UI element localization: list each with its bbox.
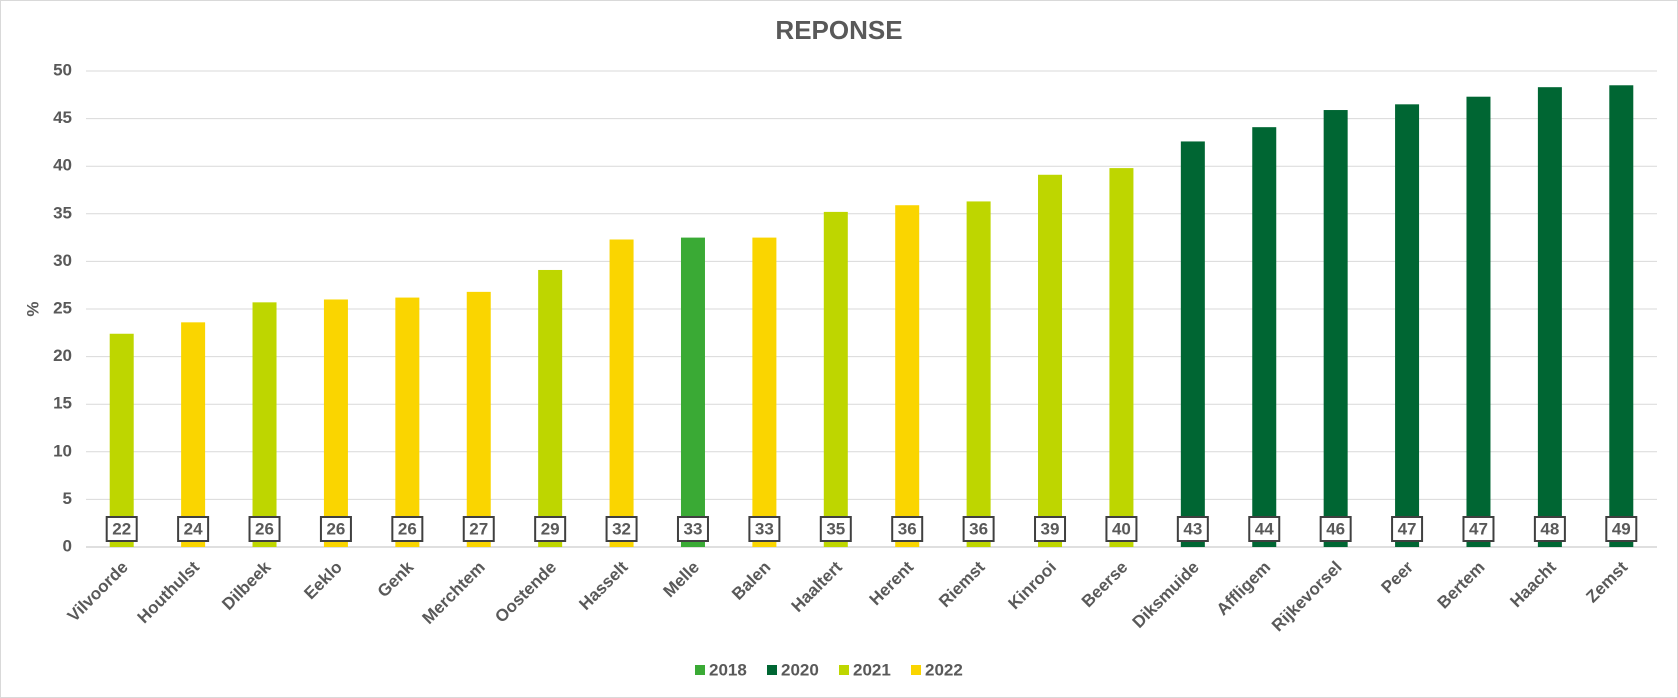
legend-swatch [911,665,921,675]
bar [323,299,348,547]
data-label-box [1391,516,1424,542]
data-label-box [462,516,495,542]
bar [538,269,563,547]
legend-label: 2020 [781,660,819,679]
bar [1323,110,1348,548]
data-label-box [605,516,638,542]
data-label: 48 [1540,519,1559,538]
bar [823,211,848,547]
data-label-box [105,516,138,542]
bar [966,201,991,547]
bar [1252,127,1277,547]
bar [680,237,705,547]
legend-swatch [839,665,849,675]
legend-swatch [695,665,705,675]
data-label: 36 [969,519,988,538]
data-label: 24 [184,519,203,538]
bar [1109,168,1134,547]
y-tick-label: 0 [63,536,72,555]
bar [1395,104,1420,547]
data-label: 32 [612,519,631,538]
data-label-box [819,516,852,542]
data-label: 26 [255,519,274,538]
data-label: 40 [1112,519,1131,538]
data-label: 47 [1398,519,1417,538]
bar [1180,141,1205,547]
bar [181,322,206,547]
data-label-box [962,516,995,542]
legend-label: 2021 [853,660,891,679]
data-label-box [248,516,281,542]
data-label-box [1105,516,1138,542]
bar [252,302,277,547]
chart-title: REPONSE [775,15,902,45]
y-tick-label: 25 [53,298,72,317]
data-label-box [1034,516,1067,542]
data-label-box [676,516,709,542]
data-label: 29 [541,519,560,538]
data-label-box [1462,516,1495,542]
y-tick-label: 20 [53,346,72,365]
data-label: 49 [1612,519,1631,538]
data-label-box [1533,516,1566,542]
data-label-box [534,516,567,542]
data-label: 22 [112,519,131,538]
data-label: 33 [684,519,703,538]
legend-label: 2022 [925,660,963,679]
y-tick-label: 45 [53,108,72,127]
y-tick-label: 15 [53,394,72,413]
bar [1038,174,1063,547]
bar [609,239,634,547]
bar [895,205,920,547]
y-tick-label: 50 [53,60,72,79]
data-label-box [1605,516,1638,542]
y-tick-label: 5 [63,489,72,508]
data-label: 26 [398,519,417,538]
data-label: 35 [826,519,845,538]
data-label-box [748,516,781,542]
data-label: 44 [1255,519,1274,538]
data-label: 47 [1469,519,1488,538]
data-label-box [1319,516,1352,542]
legend-swatch [767,665,777,675]
y-axis-label: % [23,301,42,316]
data-label: 39 [1041,519,1060,538]
data-label-box [177,516,210,542]
data-label: 27 [469,519,488,538]
data-label-box [1248,516,1281,542]
bar [109,333,134,547]
bar [395,297,420,547]
data-label-box [391,516,424,542]
data-label-box [1176,516,1209,542]
bar [752,237,777,547]
bar [1609,85,1634,547]
y-tick-label: 10 [53,441,72,460]
y-tick-label: 30 [53,251,72,270]
data-label: 46 [1326,519,1345,538]
legend-label: 2018 [709,660,747,679]
data-label-box [891,516,924,542]
data-label: 43 [1183,519,1202,538]
bar [1537,87,1562,548]
bar [1466,96,1491,547]
data-label: 36 [898,519,917,538]
y-tick-label: 35 [53,203,72,222]
data-label: 33 [755,519,774,538]
bar [466,291,491,547]
data-label-box [319,516,352,542]
data-label: 26 [326,519,345,538]
y-tick-label: 40 [53,156,72,175]
